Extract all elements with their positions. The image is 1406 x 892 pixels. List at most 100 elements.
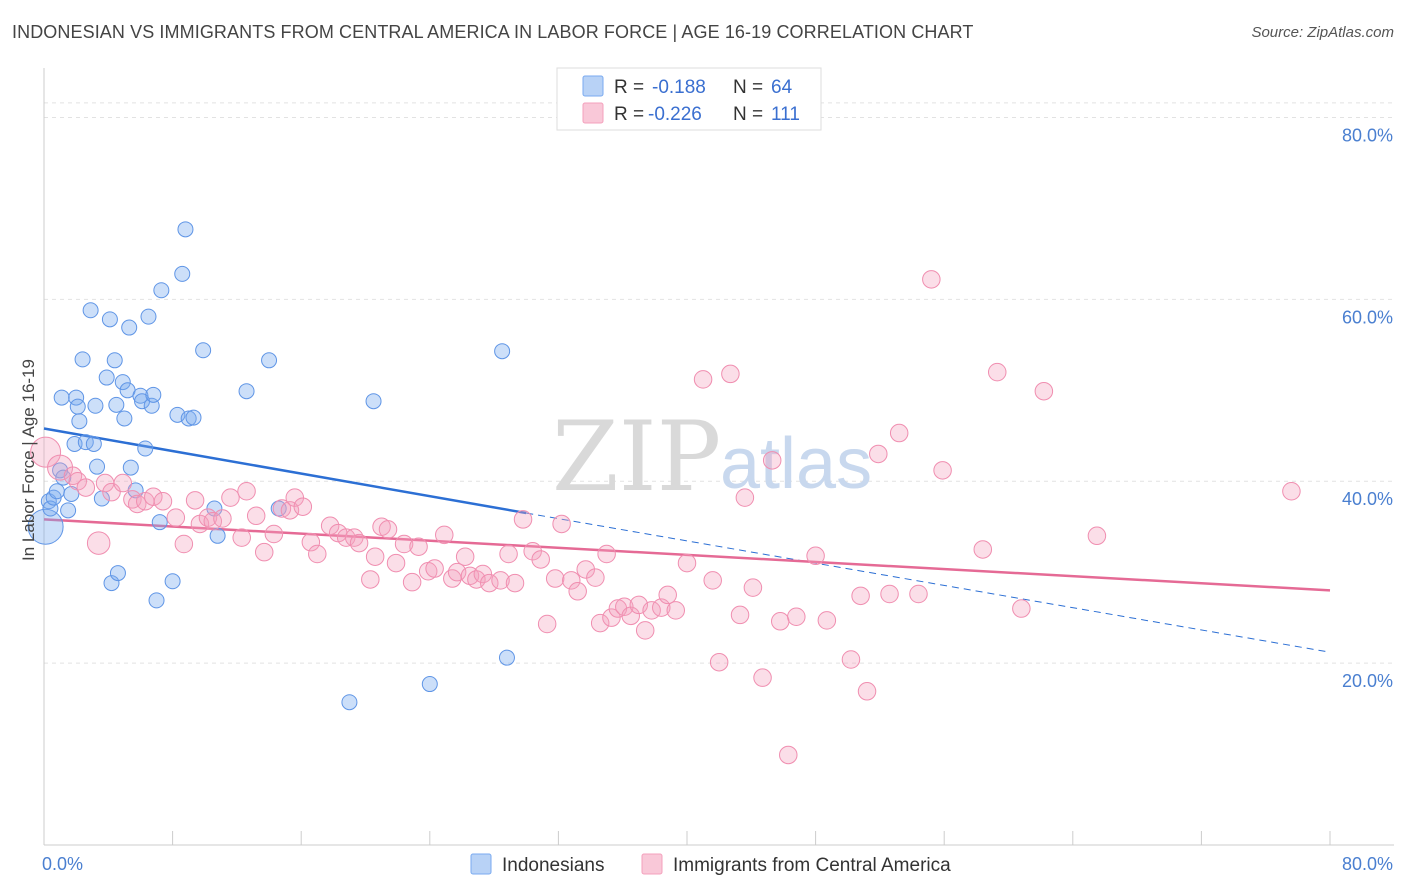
central-america-point — [703, 571, 722, 590]
central-america-point — [513, 510, 533, 529]
central-america-point — [394, 534, 414, 554]
indonesians-point — [71, 413, 88, 430]
central-america-point — [851, 586, 870, 606]
stats-n-value-2: 111 — [771, 104, 800, 125]
indonesians-point — [60, 502, 77, 519]
central-america-point — [409, 537, 428, 556]
central-america-point — [841, 650, 861, 669]
indonesians-point — [164, 573, 181, 590]
indonesians-points — [27, 221, 515, 711]
trend-lines — [43, 427, 1331, 653]
central-america-trend-line — [43, 518, 1331, 592]
central-america-point — [144, 487, 163, 506]
central-america-point — [1034, 381, 1054, 401]
indonesians-point — [48, 483, 65, 500]
central-america-point — [779, 745, 798, 765]
central-america-point — [153, 491, 173, 511]
indonesians-point — [185, 409, 202, 426]
central-america-point — [344, 528, 364, 547]
central-america-point — [221, 488, 240, 507]
stats-legend: R = -0.188 N = 64 R = -0.226 N = 111 — [556, 67, 822, 131]
central-america-point — [86, 531, 111, 555]
central-america-point — [320, 516, 340, 536]
central-america-point — [293, 497, 313, 516]
central-america-point — [491, 571, 510, 590]
central-america-point — [880, 584, 899, 604]
central-america-point — [213, 509, 232, 528]
indonesians-point — [109, 565, 126, 582]
central-america-point — [677, 553, 697, 573]
stats-swatch-indonesians — [582, 75, 604, 97]
tick-labels: 20.0% 40.0% 60.0% 80.0% 0.0% 80.0% — [42, 125, 1393, 874]
central-america-point — [857, 682, 877, 701]
indonesians-point — [151, 514, 168, 531]
indonesians-trend-line — [43, 427, 527, 515]
indonesians-trend-dashed — [526, 512, 1331, 653]
chart-title: INDONESIAN VS IMMIGRANTS FROM CENTRAL AM… — [12, 22, 974, 42]
indonesians-point — [53, 389, 70, 406]
central-america-point — [666, 601, 685, 620]
central-america-point — [455, 547, 475, 566]
central-america-point — [806, 546, 825, 566]
central-america-point — [480, 573, 499, 593]
central-america-point — [47, 454, 74, 481]
central-america-point — [753, 668, 772, 687]
y-axis-label: In Labor Force | Age 16-19 — [19, 359, 38, 561]
legend-swatch-central-america — [641, 853, 663, 875]
indonesians-point — [108, 396, 125, 413]
source-credit: Source: ZipAtlas.com — [1251, 24, 1394, 41]
central-america-point — [76, 478, 96, 497]
indonesians-point — [145, 386, 162, 403]
central-america-point — [113, 473, 133, 493]
central-america-point — [246, 506, 266, 526]
central-america-point — [505, 573, 525, 593]
central-america-point — [1012, 599, 1031, 618]
indonesians-point — [55, 469, 72, 486]
central-america-point — [721, 364, 740, 384]
central-america-point — [254, 542, 274, 562]
central-america-point — [743, 578, 763, 597]
central-america-point — [770, 612, 790, 631]
indonesians-point — [238, 383, 255, 400]
watermark-zip: ZIP — [552, 401, 721, 513]
y-tick-label: 20.0% — [1342, 671, 1393, 691]
indonesians-point — [114, 374, 131, 391]
central-america-point — [349, 533, 369, 553]
x-tick-label-max: 80.0% — [1342, 854, 1393, 874]
central-america-point — [473, 564, 493, 584]
central-america-point — [166, 508, 186, 527]
indonesians-point — [137, 440, 154, 457]
central-america-point — [301, 532, 321, 552]
central-america-point — [735, 488, 755, 507]
central-america-point — [568, 582, 587, 601]
indonesians-point — [103, 575, 120, 592]
central-america-point — [264, 524, 284, 544]
watermark-atlas: atlas — [720, 424, 872, 504]
indonesians-point — [270, 500, 287, 517]
indonesians-point — [421, 676, 438, 693]
central-america-point — [30, 436, 62, 468]
central-america-point — [597, 544, 616, 564]
indonesians-point — [116, 410, 133, 427]
central-america-point — [590, 613, 610, 633]
y-tick-label: 60.0% — [1342, 307, 1393, 327]
indonesians-point — [106, 352, 123, 369]
central-america-point — [63, 466, 83, 486]
central-america-point — [635, 621, 655, 640]
central-america-point — [435, 525, 454, 545]
stats-r-label-1: R = — [614, 77, 644, 98]
central-america-point — [973, 540, 993, 559]
central-america-point — [552, 514, 571, 534]
central-america-point — [869, 444, 888, 464]
indonesians-point — [82, 302, 99, 319]
central-america-point — [658, 585, 677, 605]
central-america-point — [909, 584, 928, 604]
central-america-point — [237, 481, 256, 501]
central-america-point — [531, 550, 550, 569]
central-america-point — [762, 451, 782, 470]
indonesians-point — [195, 342, 212, 359]
central-america-point — [523, 542, 542, 561]
stats-r-label-2: R = — [614, 104, 644, 125]
indonesians-point — [148, 592, 165, 609]
